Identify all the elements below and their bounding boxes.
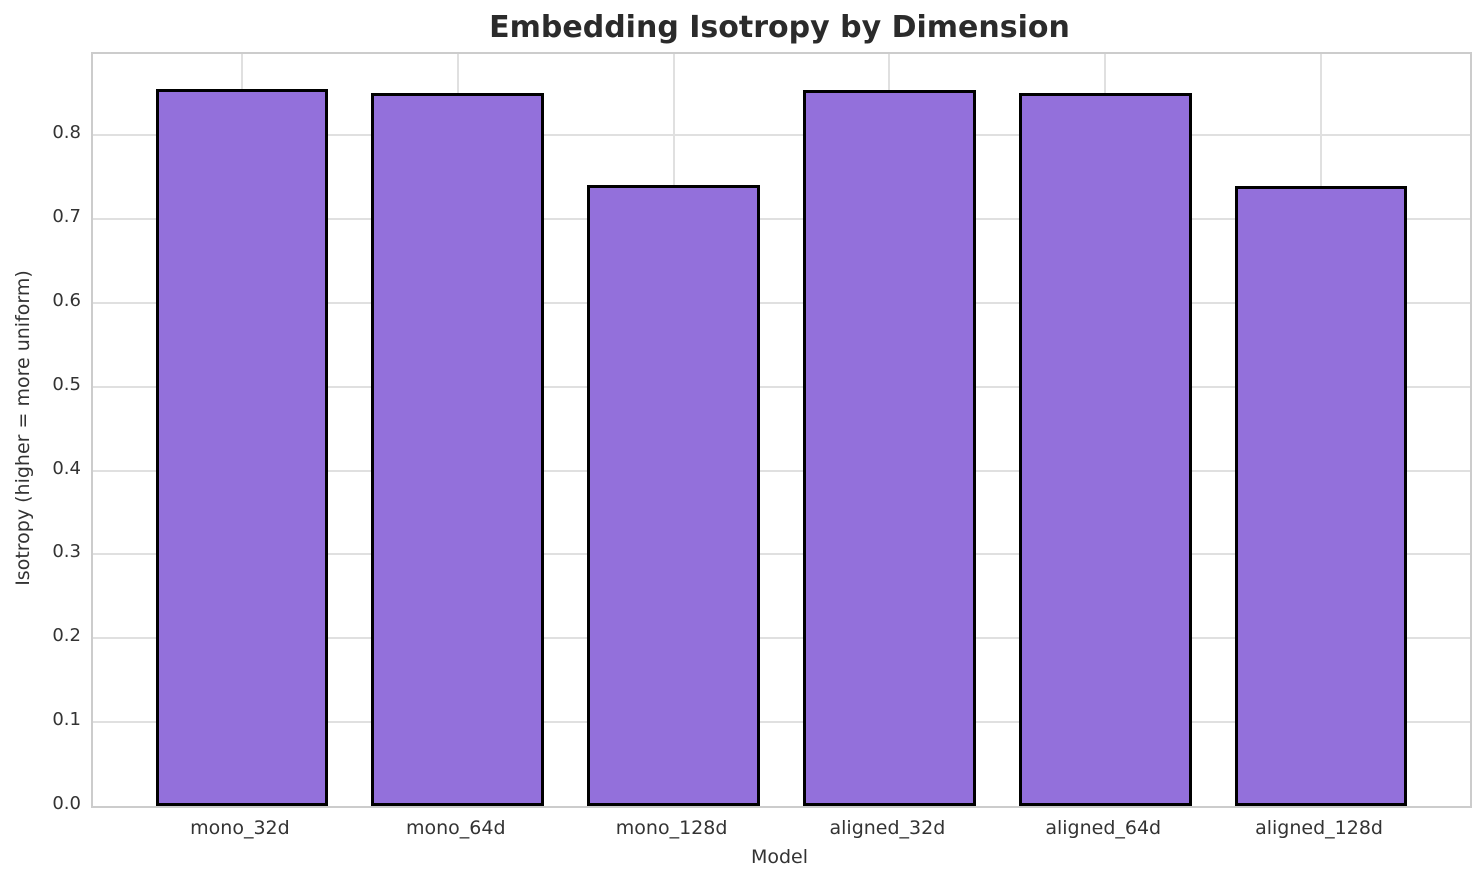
bar-mono_32d <box>155 89 329 806</box>
y-tick-label: 0.1 <box>52 709 81 731</box>
bar-aligned_64d <box>1018 92 1192 806</box>
y-gridline <box>93 553 1470 556</box>
y-gridline <box>93 134 1470 137</box>
x-tick-label: aligned_128d <box>1255 817 1383 839</box>
x-tick-label: mono_32d <box>190 817 290 839</box>
y-tick-label: 0.0 <box>52 793 81 814</box>
x-tick-label: aligned_64d <box>1045 817 1162 839</box>
y-gridline <box>93 218 1470 221</box>
chart-title: Embedding Isotropy by Dimension <box>489 10 1070 45</box>
bar-mono_128d <box>587 184 760 806</box>
x-tick-label: aligned_32d <box>829 817 946 839</box>
x-tick-label: mono_64d <box>405 817 506 839</box>
plot-area <box>91 52 1472 808</box>
y-gridline <box>93 721 1470 724</box>
y-gridline <box>93 301 1470 304</box>
y-gridline <box>93 469 1470 472</box>
bar-mono_64d <box>371 92 545 806</box>
y-tick-label: 0.7 <box>52 206 81 228</box>
y-tick-label: 0.4 <box>52 457 81 479</box>
x-axis-label: Model <box>750 846 809 868</box>
y-axis-label: Isotropy (higher = more uniform) <box>12 270 34 586</box>
y-gridline <box>93 637 1470 640</box>
y-tick-label: 0.2 <box>52 625 81 647</box>
y-tick-label: 0.8 <box>52 122 81 144</box>
y-tick-label: 0.5 <box>52 373 81 395</box>
x-tick-label: mono_128d <box>615 817 728 839</box>
bar-aligned_128d <box>1234 185 1408 806</box>
bar-aligned_32d <box>803 90 976 806</box>
y-tick-label: 0.3 <box>52 541 81 563</box>
y-gridline <box>93 385 1470 388</box>
y-tick-label: 0.6 <box>52 289 81 311</box>
